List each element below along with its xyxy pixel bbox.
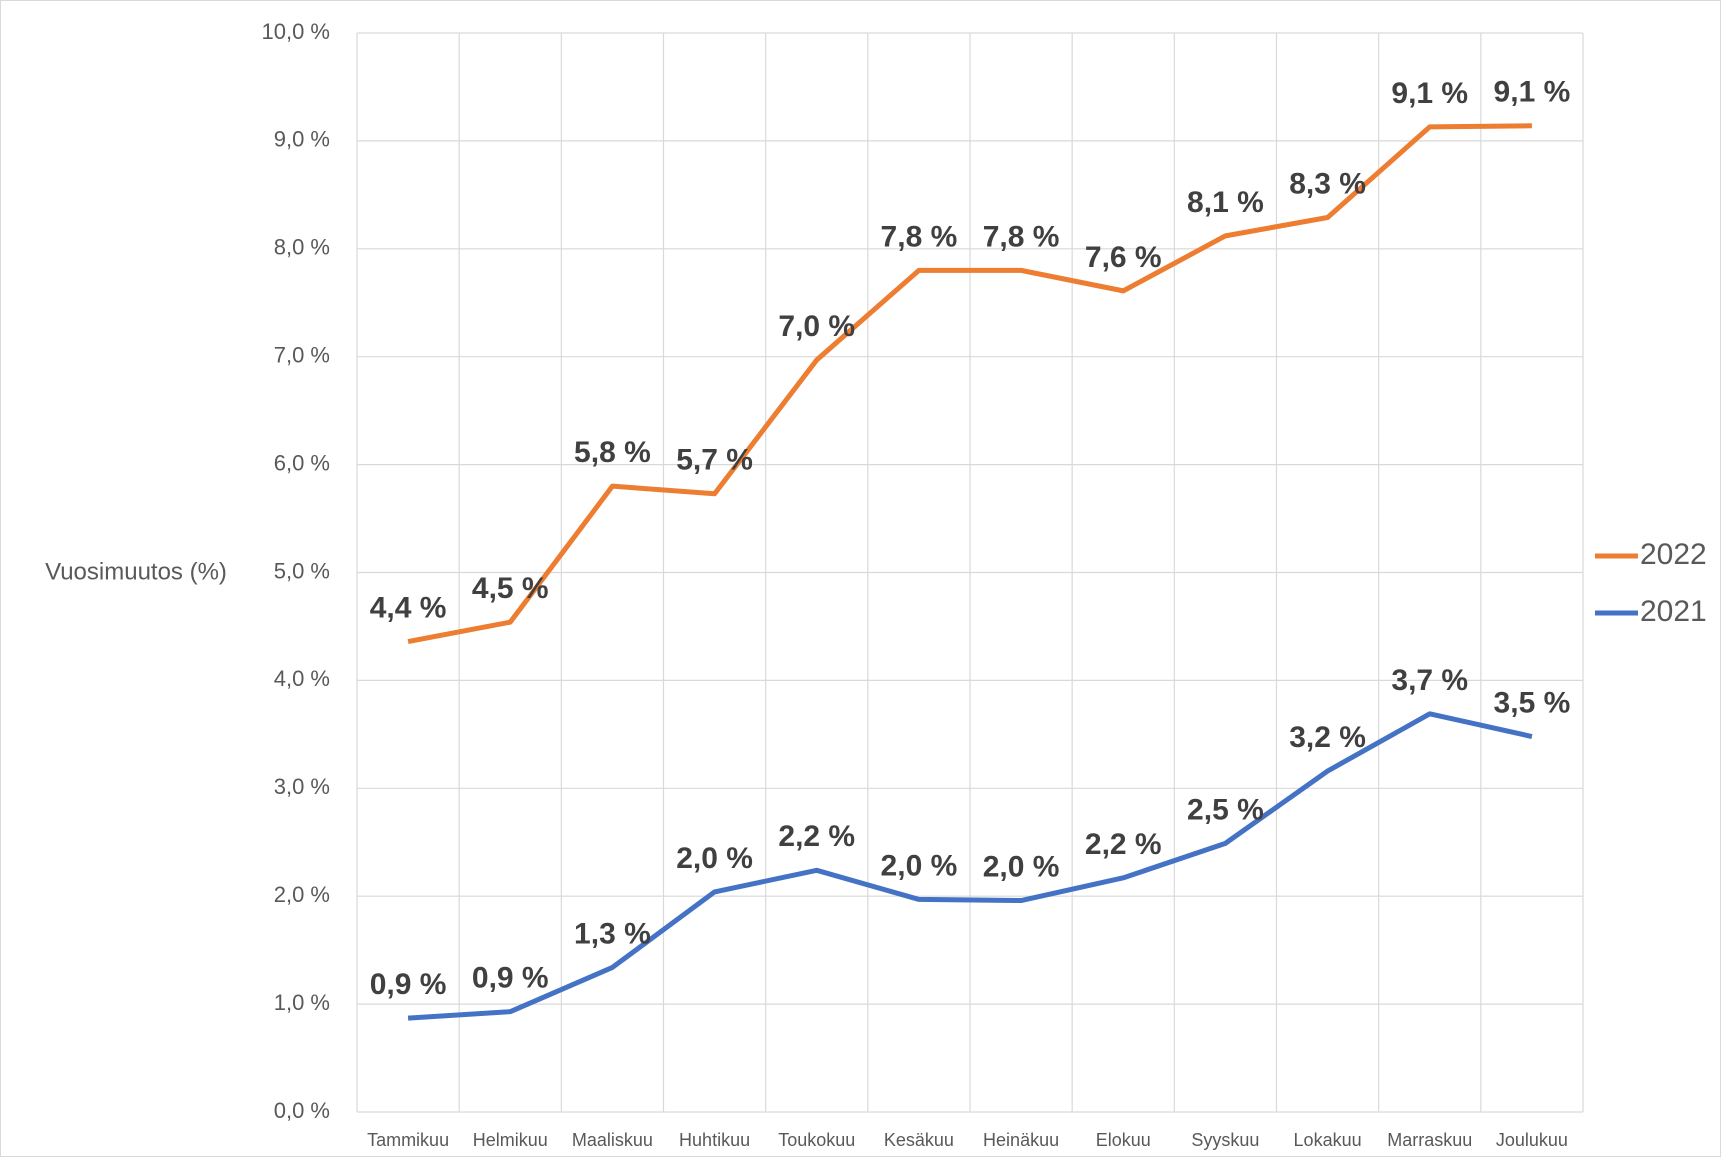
y-tick-label: 0,0 %	[274, 1098, 330, 1123]
data-label: 0,9 %	[370, 968, 447, 1001]
data-label: 9,1 %	[1391, 77, 1468, 110]
x-tick-label: Syyskuu	[1191, 1130, 1259, 1150]
y-tick-label: 5,0 %	[274, 558, 330, 583]
data-label: 7,0 %	[778, 310, 855, 343]
x-tick-label: Marraskuu	[1387, 1130, 1472, 1150]
data-label: 3,7 %	[1391, 664, 1468, 697]
legend-label: 2021	[1640, 595, 1707, 628]
y-tick-label: 2,0 %	[274, 882, 330, 907]
y-tick-label: 10,0 %	[262, 19, 331, 44]
data-label: 8,3 %	[1289, 167, 1366, 200]
data-label: 4,5 %	[472, 572, 549, 605]
x-tick-label: Tammikuu	[367, 1130, 449, 1150]
data-label: 3,2 %	[1289, 721, 1366, 754]
x-tick-label: Kesäkuu	[884, 1130, 954, 1150]
x-tick-label: Helmikuu	[473, 1130, 548, 1150]
x-tick-label: Maaliskuu	[572, 1130, 653, 1150]
y-tick-label: 6,0 %	[274, 450, 330, 475]
data-label: 7,6 %	[1085, 241, 1162, 274]
data-label: 2,2 %	[778, 820, 855, 853]
x-tick-label: Elokuu	[1096, 1130, 1151, 1150]
data-label: 2,5 %	[1187, 793, 1264, 826]
data-label: 7,8 %	[881, 220, 958, 253]
data-label: 4,4 %	[370, 591, 447, 624]
legend-label: 2022	[1640, 538, 1707, 571]
data-label: 5,7 %	[676, 444, 753, 477]
y-axis-label: Vuosimuutos (%)	[45, 558, 227, 585]
series-line	[407, 123, 1532, 645]
data-label: 9,1 %	[1494, 76, 1571, 109]
series-line	[407, 711, 1533, 1021]
data-label: 2,0 %	[676, 842, 753, 875]
data-label: 7,8 %	[983, 220, 1060, 253]
y-tick-label: 4,0 %	[274, 666, 330, 691]
x-tick-label: Huhtikuu	[679, 1130, 750, 1150]
data-label: 0,9 %	[472, 962, 549, 995]
data-label: 2,0 %	[983, 850, 1060, 883]
data-label: 2,0 %	[881, 849, 958, 882]
y-tick-label: 1,0 %	[274, 990, 330, 1015]
data-label: 8,1 %	[1187, 186, 1264, 219]
data-label: 2,2 %	[1085, 828, 1162, 861]
x-tick-label: Joulukuu	[1496, 1130, 1568, 1150]
data-label: 5,8 %	[574, 436, 651, 469]
y-tick-label: 9,0 %	[274, 127, 330, 152]
y-tick-label: 8,0 %	[274, 235, 330, 260]
y-tick-label: 7,0 %	[274, 343, 330, 368]
x-tick-label: Heinäkuu	[983, 1130, 1059, 1150]
y-tick-label: 3,0 %	[274, 774, 330, 799]
data-label: 1,3 %	[574, 917, 651, 950]
x-tick-label: Toukokuu	[778, 1130, 855, 1150]
data-label: 3,5 %	[1494, 686, 1571, 719]
x-tick-label: Lokakuu	[1294, 1130, 1362, 1150]
